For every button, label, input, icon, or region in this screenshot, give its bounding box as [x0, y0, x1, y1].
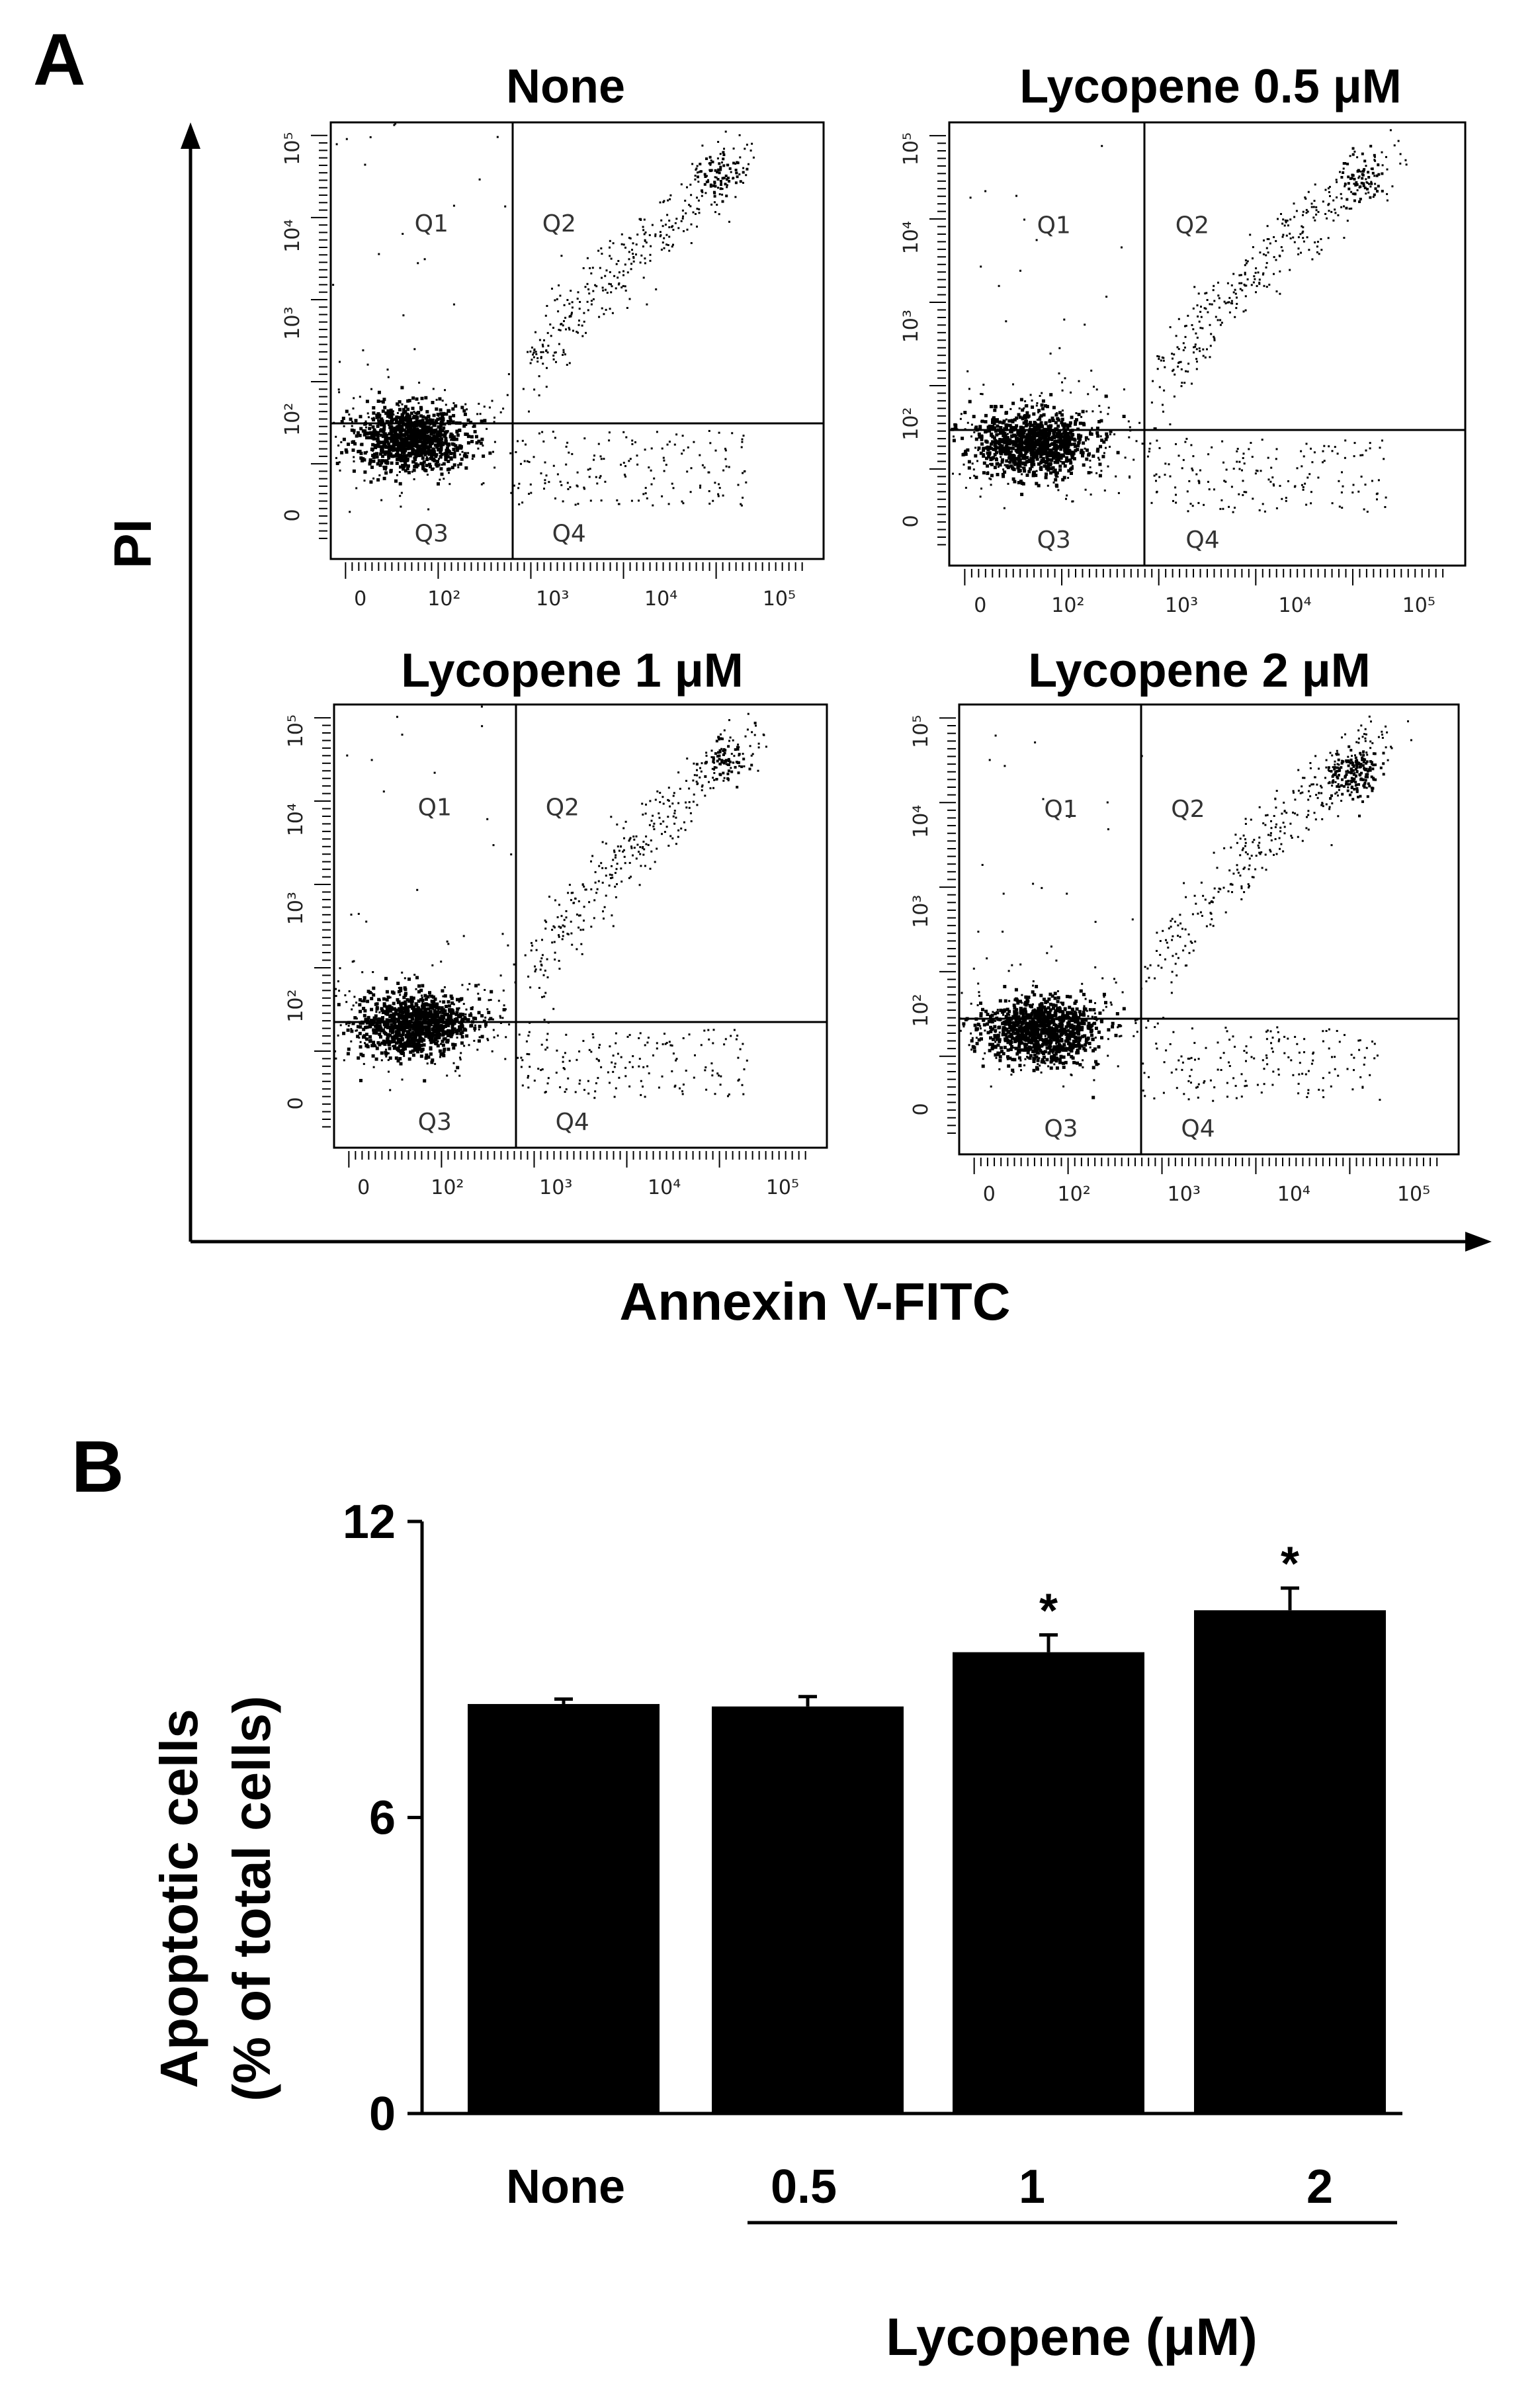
quadrant-label-q4: Q4	[1181, 1115, 1215, 1142]
x-tick-label: 10⁴	[1278, 594, 1311, 617]
flow-plot-lycopene-1: Lycopene 1 μM Q1 Q2 Q3 Q4 0 10² 10³ 10⁴ 10⁵ 0 10² 1…	[284, 644, 828, 1199]
plot-title: Lycopene 2 μM	[1028, 644, 1371, 697]
annexin-axis-label: Annexin V-FITC	[619, 1272, 1010, 1331]
lycopene-group-label: Lycopene (μM)	[886, 2307, 1258, 2366]
panel-label-b: B	[71, 1426, 124, 1508]
x-tick-label: 0	[974, 594, 986, 617]
y-tick-label: 10⁵	[281, 132, 304, 165]
plot-title: Lycopene 1 μM	[401, 644, 744, 697]
y-tick-label: 10⁵	[284, 714, 308, 748]
y-tick-label: 10²	[910, 994, 933, 1027]
x-tick-label: 10⁵	[766, 1176, 799, 1199]
scatter-points	[951, 129, 1408, 513]
y-tick-label: 0	[284, 1097, 308, 1109]
quadrant-label-q1: Q1	[415, 210, 449, 237]
bar-y-tick-label: 0	[369, 2088, 396, 2141]
y-axis-label-line2: (% of total cells)	[222, 1695, 281, 2101]
quadrant-label-q2: Q2	[1171, 796, 1205, 823]
scatter-points	[332, 122, 755, 513]
x-tick-label: 10⁴	[1277, 1183, 1310, 1206]
y-tick-label: 10⁵	[900, 132, 923, 165]
x-tick-label: 10³	[1165, 594, 1198, 617]
quadrant-label-q4: Q4	[552, 521, 586, 548]
y-tick-label: 10⁴	[284, 803, 308, 836]
x-tick-label: 10⁴	[648, 1176, 681, 1199]
flow-plot-lycopene-0-5: Lycopene 0.5 μM Q1 Q2 Q3 Q4 0 10² 10³ 10⁴ 10⁵ 0 10…	[900, 60, 1467, 617]
x-tick-label: 10²	[1058, 1183, 1091, 1206]
quadrant-label-q3: Q3	[1037, 527, 1071, 554]
y-tick-label: 10³	[900, 310, 923, 343]
plot-frame	[958, 703, 1460, 1156]
plot-frame	[333, 703, 828, 1149]
scatter-points	[959, 715, 1412, 1102]
quadrant-label-q2: Q2	[542, 210, 576, 237]
quadrant-label-q1: Q1	[1044, 796, 1078, 823]
y-tick-label: 10⁴	[281, 219, 304, 252]
significance-star: *	[1039, 1585, 1058, 1638]
y-tick-label: 10⁴	[900, 221, 923, 254]
x-tick-label: 10⁵	[1397, 1183, 1430, 1206]
bar-x-tick-label: 1	[1019, 2160, 1045, 2213]
bar-2	[1194, 1610, 1386, 2114]
plot-frame	[329, 121, 825, 560]
y-tick-label: 0	[281, 509, 304, 521]
y-tick-label: 0	[900, 515, 923, 527]
bar-y-tick-label: 12	[343, 1496, 396, 1549]
quadrant-label-q1: Q1	[1037, 212, 1071, 239]
quadrant-label-q2: Q2	[546, 794, 579, 822]
y-tick-label: 10³	[284, 892, 308, 925]
panel-label-a: A	[33, 19, 85, 101]
y-tick-label: 10³	[910, 895, 933, 928]
flow-plot-none: None Q1 Q2 Q3 Q4 0 10² 10³ 10⁴ 10⁵ 0 10² 10³ 10⁴ 10⁵	[281, 60, 825, 611]
bar-None	[468, 1703, 660, 2114]
pi-axis-label: PI	[103, 519, 162, 569]
bar-x-tick-label: 0.5	[771, 2160, 837, 2213]
panel-a-axes	[181, 122, 1492, 1252]
y-tick-label: 0	[910, 1103, 933, 1115]
x-tick-label: 0	[354, 587, 366, 611]
bar-x-tick-label: 2	[1306, 2160, 1333, 2213]
x-tick-label: 10⁴	[644, 587, 677, 611]
x-tick-label: 10²	[1051, 594, 1084, 617]
y-tick-label: 10²	[900, 407, 923, 440]
x-tick-label: 10²	[431, 1176, 464, 1199]
y-axis-label-line1: Apoptotic cells	[150, 1709, 208, 2088]
bar-x-tick-label: None	[506, 2160, 625, 2213]
x-tick-label: 10³	[539, 1176, 572, 1199]
y-tick-label: 10³	[281, 306, 304, 339]
x-tick-label: 10³	[536, 587, 569, 611]
bar-1	[953, 1652, 1144, 2114]
y-tick-label: 10²	[284, 989, 308, 1022]
quadrant-label-q3: Q3	[415, 521, 449, 548]
quadrant-label-q2: Q2	[1176, 212, 1209, 239]
quadrant-label-q4: Q4	[1185, 527, 1219, 554]
x-tick-label: 10³	[1168, 1183, 1201, 1206]
significance-star: *	[1281, 1538, 1299, 1591]
flow-plot-lycopene-2: Lycopene 2 μM Q1 Q2 Q3 Q4 0 10² 10³ 10⁴ 10⁵ 0 10² 1…	[910, 644, 1460, 1206]
x-tick-label: 10⁵	[1402, 594, 1435, 617]
y-tick-label: 10²	[281, 403, 304, 436]
plot-frame	[948, 121, 1467, 567]
plot-title: Lycopene 0.5 μM	[1019, 60, 1402, 113]
apoptosis-bar-chart: Apoptotic cells (% of total cells) Lycop…	[150, 1496, 1402, 2366]
y-tick-label: 10⁴	[910, 805, 933, 838]
quadrant-label-q1: Q1	[418, 794, 452, 822]
quadrant-label-q3: Q3	[1044, 1115, 1078, 1142]
quadrant-label-q4: Q4	[556, 1109, 589, 1136]
y-tick-label: 10⁵	[910, 715, 933, 748]
quadrant-label-q3: Q3	[418, 1109, 452, 1136]
plot-title: None	[506, 60, 625, 113]
bar-y-tick-label: 6	[369, 1792, 396, 1845]
x-tick-label: 0	[357, 1176, 370, 1199]
x-tick-label: 0	[983, 1183, 996, 1206]
bar-0.5	[712, 1706, 904, 2114]
x-tick-label: 10⁵	[763, 587, 796, 611]
x-tick-label: 10²	[427, 587, 460, 611]
